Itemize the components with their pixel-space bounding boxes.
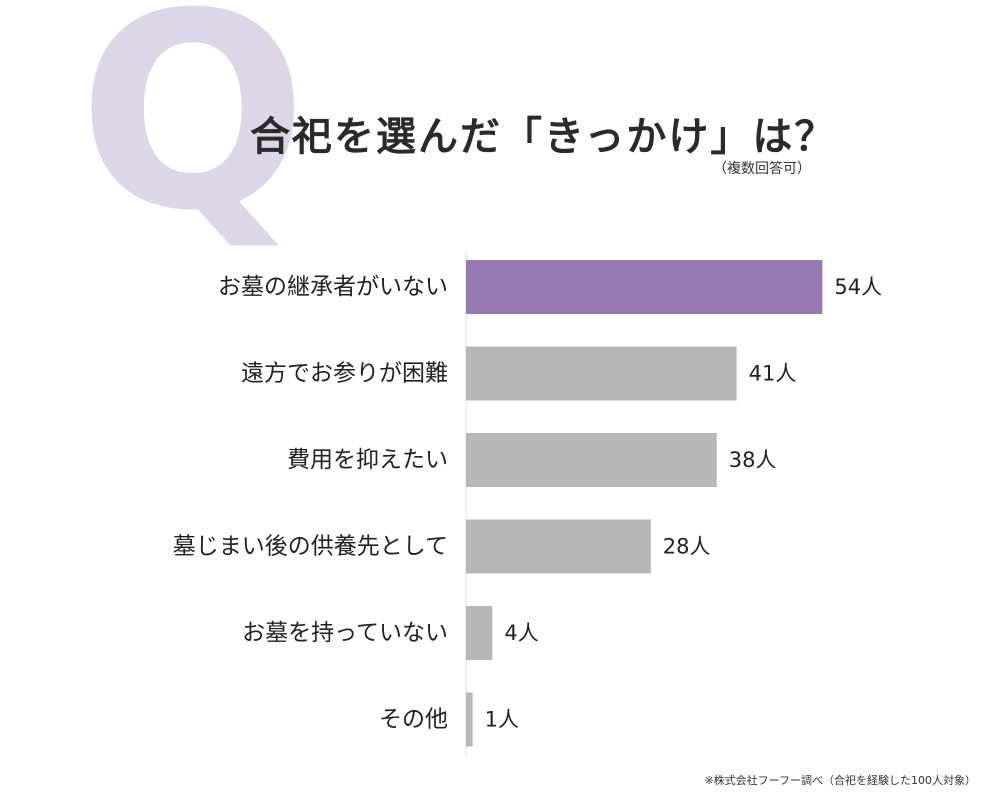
- chart-subtitle: （複数回答可）: [713, 161, 811, 177]
- value-label: 28人: [663, 535, 711, 559]
- bar: [466, 260, 823, 314]
- bar: [466, 346, 737, 401]
- value-label: 4人: [504, 621, 538, 645]
- category-label: 墓じまい後の供養先として: [173, 534, 448, 560]
- category-label: その他: [379, 707, 448, 733]
- value-label: 54人: [834, 275, 882, 299]
- category-label: 費用を抑えたい: [287, 447, 448, 473]
- bar: [466, 692, 473, 747]
- value-label: 38人: [729, 448, 777, 472]
- value-label: 1人: [485, 708, 519, 732]
- category-label: お墓を持っていない: [242, 620, 448, 646]
- bar: [466, 519, 651, 574]
- category-label: 遠方でお参りが困難: [241, 361, 448, 387]
- footnote: ※株式会社フーフー調べ（合祀を経験した100人対象）: [704, 774, 976, 787]
- bar: [466, 606, 493, 660]
- chart-title: 合祀を選んだ「きっかけ」は？: [250, 114, 837, 160]
- category-label: お墓の継承者がいない: [218, 274, 448, 300]
- value-label: 41人: [749, 362, 797, 386]
- bar: [466, 433, 717, 487]
- q-mark: Q: [78, 0, 308, 270]
